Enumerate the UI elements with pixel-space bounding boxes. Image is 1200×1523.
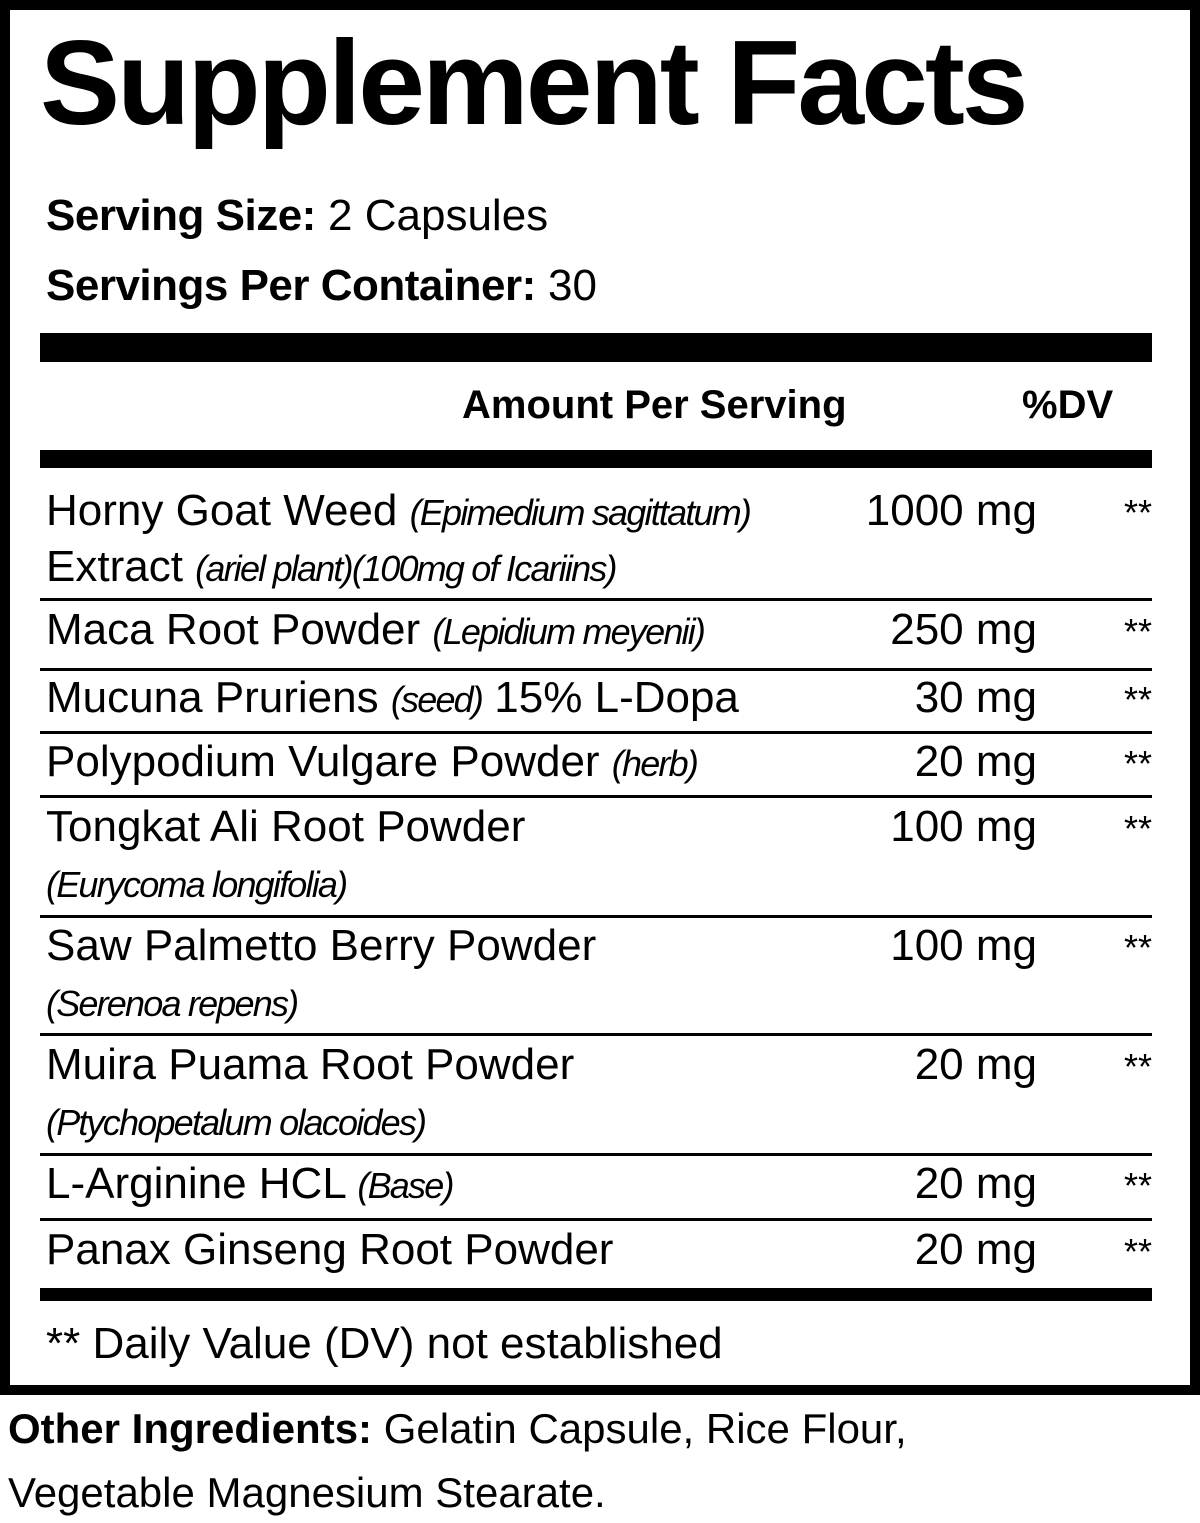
other-ingredients-line1: Gelatin Capsule, Rice Flour, [383,1405,907,1452]
ingredient-name-line: Horny Goat Weed (Epimedium sagittatum) [46,483,752,541]
ingredient-name-line: (Serenoa repens) [46,974,299,1032]
ingredient-name-line: L-Arginine HCL (Base) [46,1156,454,1214]
ingredient-dv: ** [1123,492,1152,533]
other-ingredients-label: Other Ingredients: [8,1405,373,1452]
row-divider [40,598,1152,601]
ingredient-dv: ** [1123,1231,1152,1272]
ingredient-name-line: Muira Puama Root Powder [46,1037,574,1093]
ingredient-name-line: (Eurycoma longifolia) [46,855,348,913]
ingredient-name: Panax Ginseng Root Powder [46,1225,614,1274]
ingredient-name: Mucuna Pruriens [46,673,391,722]
other-ingredients-line2: Vegetable Magnesium Stearate. [8,1469,606,1516]
servings-per-container-value: 30 [548,261,597,310]
ingredient-dv: ** [1123,1165,1152,1206]
panel-title: Supplement Facts [40,16,1029,150]
ingredient-source: (Ptychopetalum olacoides) [46,1102,427,1143]
ingredient-amount: 1000 mg [865,486,1037,535]
ingredient-name-line: Extract (ariel plant)(100mg of Icariins) [46,539,618,597]
ingredient-dv: ** [1123,927,1152,968]
ingredient-dv: ** [1123,1046,1152,1087]
ingredient-name: Saw Palmetto Berry Powder [46,921,597,970]
ingredient-amount: 20 mg [914,1159,1037,1208]
ingredient-name: Muira Puama Root Powder [46,1040,575,1089]
ingredient-amount: 100 mg [890,802,1037,851]
ingredient-amount: 100 mg [890,921,1037,970]
ingredient-source: (Base) [357,1165,454,1206]
bottom-divider [40,1288,1152,1301]
ingredient-name-line: Maca Root Powder (Lepidium meyenii) [46,602,706,660]
ingredient-source: (herb) [611,743,699,784]
serving-size: Serving Size: 2 Capsules [46,188,548,244]
thick-divider [40,333,1152,362]
amount-per-serving-header: Amount Per Serving [462,383,847,427]
row-divider [40,668,1152,671]
ingredient-amount: 20 mg [914,1225,1037,1274]
ingredient-amount: 20 mg [914,737,1037,786]
serving-size-value: 2 Capsules [328,191,549,240]
ingredient-name: Maca Root Powder [46,605,433,654]
supplement-facts-panel [0,0,1200,1395]
ingredient-source: (Epimedium sagittatum) [409,492,752,533]
ingredient-name-line: Polypodium Vulgare Powder (herb) [46,734,699,792]
ingredient-dv: ** [1123,743,1152,784]
ingredient-amount: 250 mg [890,605,1037,654]
ingredient-name-line: Mucuna Pruriens (seed) 15% L-Dopa [46,670,739,728]
ingredient-name: Polypodium Vulgare Powder [46,737,612,786]
row-divider [40,915,1152,918]
row-divider [40,1218,1152,1221]
footnote: ** Daily Value (DV) not established [46,1319,723,1368]
ingredient-name: 15% L-Dopa [482,673,739,722]
servings-per-container-label: Servings Per Container: [46,261,536,310]
other-ingredients: Other Ingredients: Gelatin Capsule, Rice… [8,1402,907,1456]
ingredient-name-line: Panax Ginseng Root Powder [46,1222,613,1278]
ingredient-name-line: (Ptychopetalum olacoides) [46,1093,427,1151]
ingredient-source: (ariel plant)(100mg of Icariins) [195,548,617,589]
serving-size-label: Serving Size: [46,191,316,240]
row-divider [40,731,1152,734]
ingredient-dv: ** [1123,808,1152,849]
ingredient-name-line: Tongkat Ali Root Powder [46,799,525,855]
ingredient-name: Horny Goat Weed [46,486,410,535]
ingredient-source: (Eurycoma longifolia) [46,864,348,905]
ingredient-dv: ** [1123,611,1152,652]
ingredient-amount: 30 mg [914,673,1037,722]
ingredient-name: L-Arginine HCL [46,1159,358,1208]
ingredient-source: (Serenoa repens) [46,983,299,1024]
ingredient-source: (seed) [390,679,484,720]
ingredient-name: Tongkat Ali Root Powder [46,802,526,851]
dv-header: %DV [1022,383,1114,427]
servings-per-container: Servings Per Container: 30 [46,258,597,314]
row-divider [40,795,1152,798]
row-divider [40,1153,1152,1156]
header-divider [40,450,1152,468]
ingredient-name: Extract [46,542,196,591]
row-divider [40,1033,1152,1036]
ingredient-name-line: Saw Palmetto Berry Powder [46,918,596,974]
ingredient-amount: 20 mg [914,1040,1037,1089]
ingredient-dv: ** [1123,679,1152,720]
ingredient-source: (Lepidium meyenii) [432,611,706,652]
